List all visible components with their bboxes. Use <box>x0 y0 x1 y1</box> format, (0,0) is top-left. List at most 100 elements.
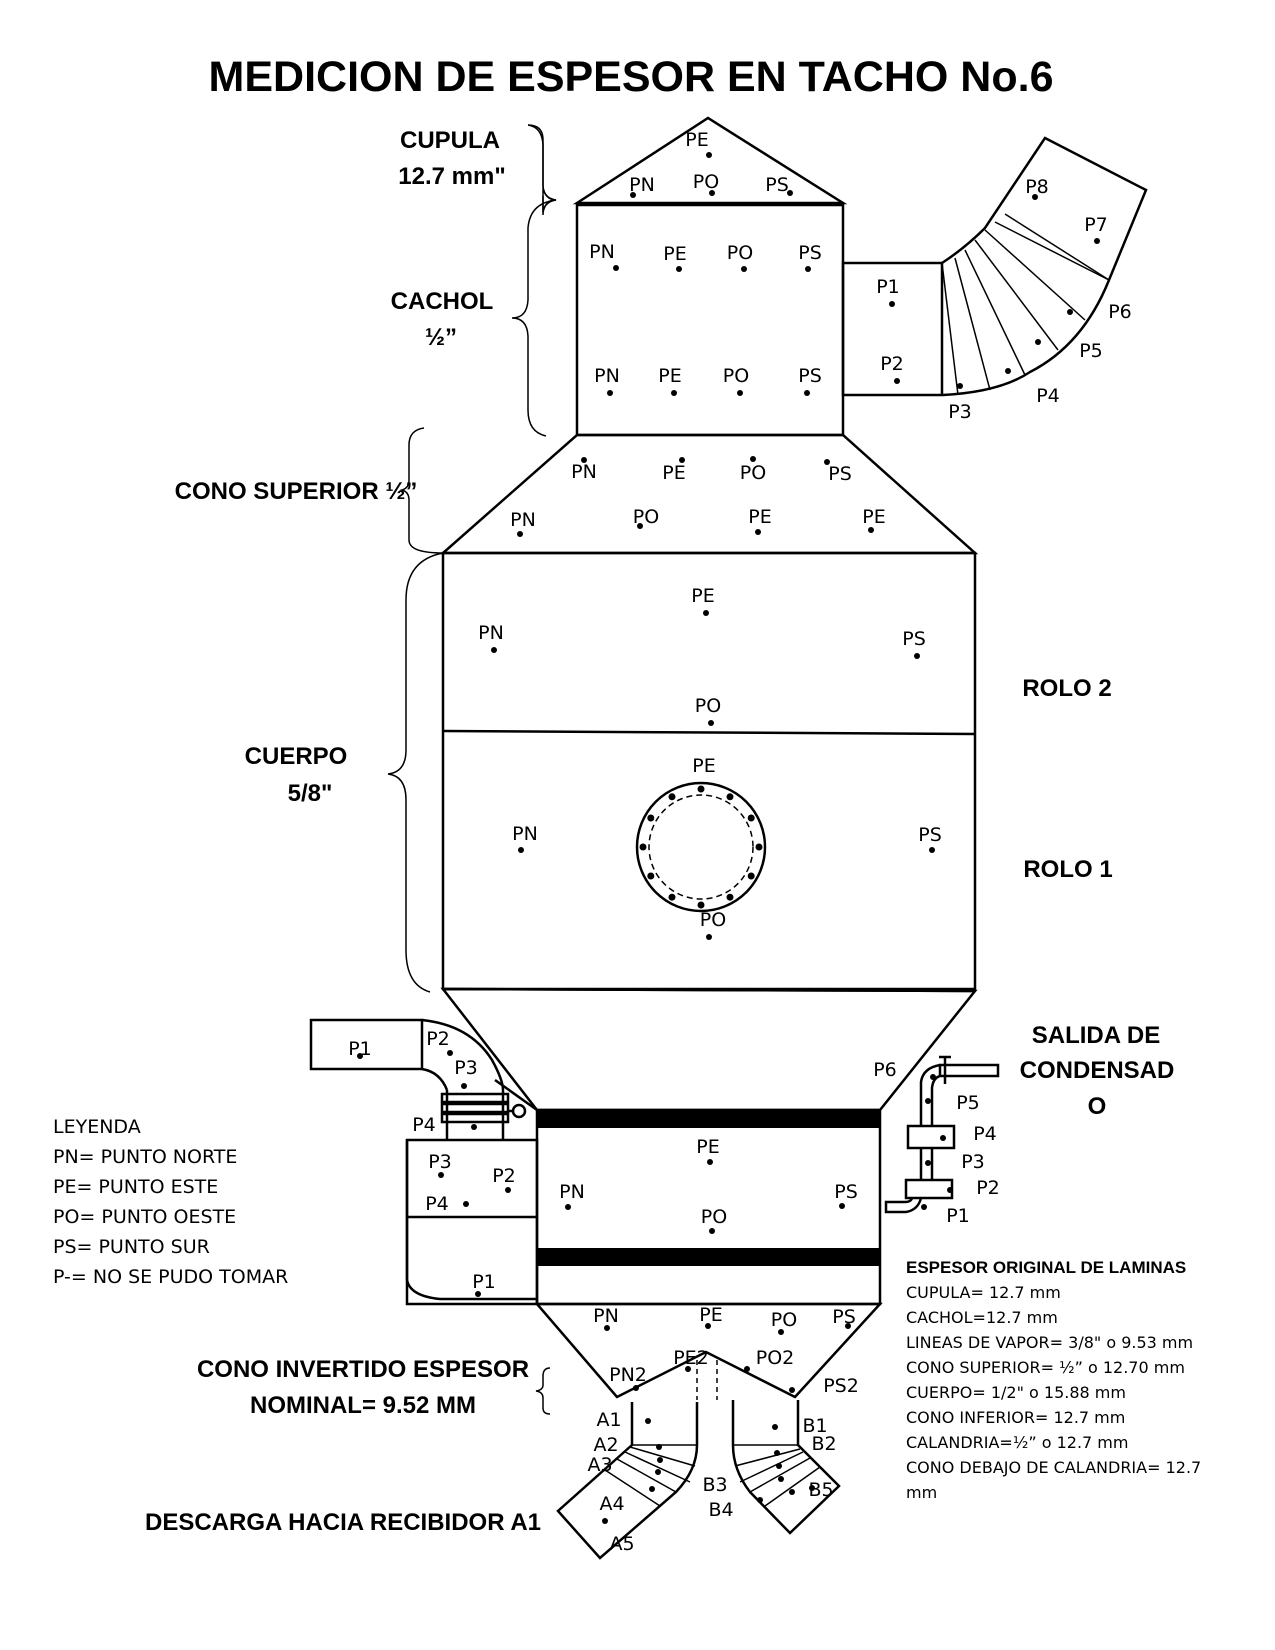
point-label: P1 <box>348 1038 372 1060</box>
measure-point <box>947 1187 953 1193</box>
point-label: PO <box>723 365 749 387</box>
bolt-dot <box>647 814 655 822</box>
measure-point <box>685 1366 691 1372</box>
measure-point <box>776 1463 782 1469</box>
point-label: PE <box>658 365 681 387</box>
spec-item: CONO SUPERIOR= ½” o 12.70 mm <box>906 1358 1185 1377</box>
point-label: PS <box>798 242 822 264</box>
measure-point <box>789 1489 795 1495</box>
point-label: B5 <box>808 1479 833 1501</box>
measure-point <box>741 266 747 272</box>
legend-item: PO= PUNTO OESTE <box>53 1206 236 1228</box>
point-label: P4 <box>1036 385 1060 407</box>
point-label: PO <box>740 462 766 484</box>
measure-point <box>709 1228 715 1234</box>
measure-point <box>778 1329 784 1335</box>
left-tank-points: P3 P2 P4 P1 <box>425 1151 516 1297</box>
label-cuerpo-thickness: 5/8" <box>288 780 333 807</box>
point-label: PS <box>902 628 926 650</box>
measure-point <box>655 1469 661 1475</box>
point-label: PO <box>771 1309 797 1331</box>
cupula-points: PE PN PO PS <box>629 129 793 198</box>
point-label: P4 <box>412 1114 436 1136</box>
point-label: P5 <box>1079 340 1103 362</box>
cono-inferior-shape <box>440 987 978 1112</box>
label-cachol-thickness: ½” <box>425 324 457 351</box>
point-label: PN <box>593 1305 619 1327</box>
point-label: PN <box>629 174 655 196</box>
bolt-dot <box>726 893 734 901</box>
manhole <box>635 781 767 913</box>
point-label: P4 <box>425 1193 449 1215</box>
point-label: PE2 <box>673 1347 709 1369</box>
point-label: PN <box>478 622 504 644</box>
point-label: P1 <box>876 276 900 298</box>
measure-point <box>491 647 497 653</box>
measure-point <box>957 383 963 389</box>
measure-point <box>930 1074 936 1080</box>
measure-point <box>676 266 682 272</box>
right-pipe-points: P6 P5 P4 P3 P2 P1 <box>873 1059 1000 1227</box>
measure-point <box>604 1325 610 1331</box>
measure-point <box>649 1486 655 1492</box>
point-label: PN <box>571 461 597 483</box>
measure-point <box>438 1172 444 1178</box>
label-cupula: CUPULA <box>400 127 500 154</box>
point-label: A5 <box>609 1533 634 1555</box>
point-label: B1 <box>802 1415 827 1437</box>
measure-point <box>809 1485 815 1491</box>
section-labels: CUPULA 12.7 mm" CACHOL ½” CONO SUPERIOR … <box>145 127 1174 1536</box>
measure-point <box>645 1418 651 1424</box>
measure-point <box>787 190 793 196</box>
label-rolo1: ROLO 1 <box>1023 856 1112 883</box>
spec-title: ESPESOR ORIGINAL DE LAMINAS <box>906 1258 1186 1277</box>
point-label: P2 <box>880 353 904 375</box>
point-label: P2 <box>492 1165 516 1187</box>
bolt-dot <box>697 785 705 793</box>
point-label: PE <box>692 755 715 777</box>
measure-point <box>637 523 643 529</box>
bolt-dot <box>639 843 647 851</box>
measure-point <box>1032 194 1038 200</box>
outlet-b <box>731 1400 841 1535</box>
measure-point <box>845 1323 851 1329</box>
measure-point <box>940 1135 946 1141</box>
measure-point <box>709 190 715 196</box>
cupula-shape <box>572 116 848 205</box>
measure-point <box>925 1160 931 1166</box>
point-label: PS <box>828 463 852 485</box>
legend-item: P-= NO SE PUDO TOMAR <box>53 1266 288 1288</box>
measure-point <box>656 1444 662 1450</box>
legend: LEYENDA PN= PUNTO NORTE PE= PUNTO ESTE P… <box>53 1116 288 1288</box>
outlet-a <box>556 1402 699 1560</box>
measure-point <box>804 390 810 396</box>
spec-list: ESPESOR ORIGINAL DE LAMINAS CUPULA= 12.7… <box>906 1258 1201 1502</box>
legend-item: PN= PUNTO NORTE <box>53 1146 237 1168</box>
cachol-points: PN PE PO PS PN PE PO PS <box>589 241 822 396</box>
measure-point <box>750 456 756 462</box>
measure-point <box>925 1098 931 1104</box>
measure-point <box>824 459 830 465</box>
point-label: P3 <box>948 401 972 423</box>
vapor-duct-top <box>841 136 1148 397</box>
spec-item: mm <box>906 1483 937 1502</box>
measure-point <box>744 1366 750 1372</box>
measure-point <box>778 1476 784 1482</box>
point-label: P2 <box>426 1028 450 1050</box>
point-label: PE <box>748 506 771 528</box>
point-label: PS2 <box>823 1375 859 1397</box>
measure-point <box>706 934 712 940</box>
point-label: PN <box>559 1181 585 1203</box>
point-label: P2 <box>976 1177 1000 1199</box>
bolt-dot <box>747 814 755 822</box>
point-label: P3 <box>454 1057 478 1079</box>
point-label: P5 <box>956 1092 980 1114</box>
calandria-band-top <box>537 1110 880 1128</box>
point-label: PO <box>701 1206 727 1228</box>
point-label: A1 <box>596 1409 621 1431</box>
spec-item: CALANDRIA=½” o 12.7 mm <box>906 1433 1128 1452</box>
measure-point <box>705 1323 711 1329</box>
point-label: A4 <box>599 1493 624 1515</box>
measure-point <box>757 1497 763 1503</box>
measure-point <box>505 1187 511 1193</box>
